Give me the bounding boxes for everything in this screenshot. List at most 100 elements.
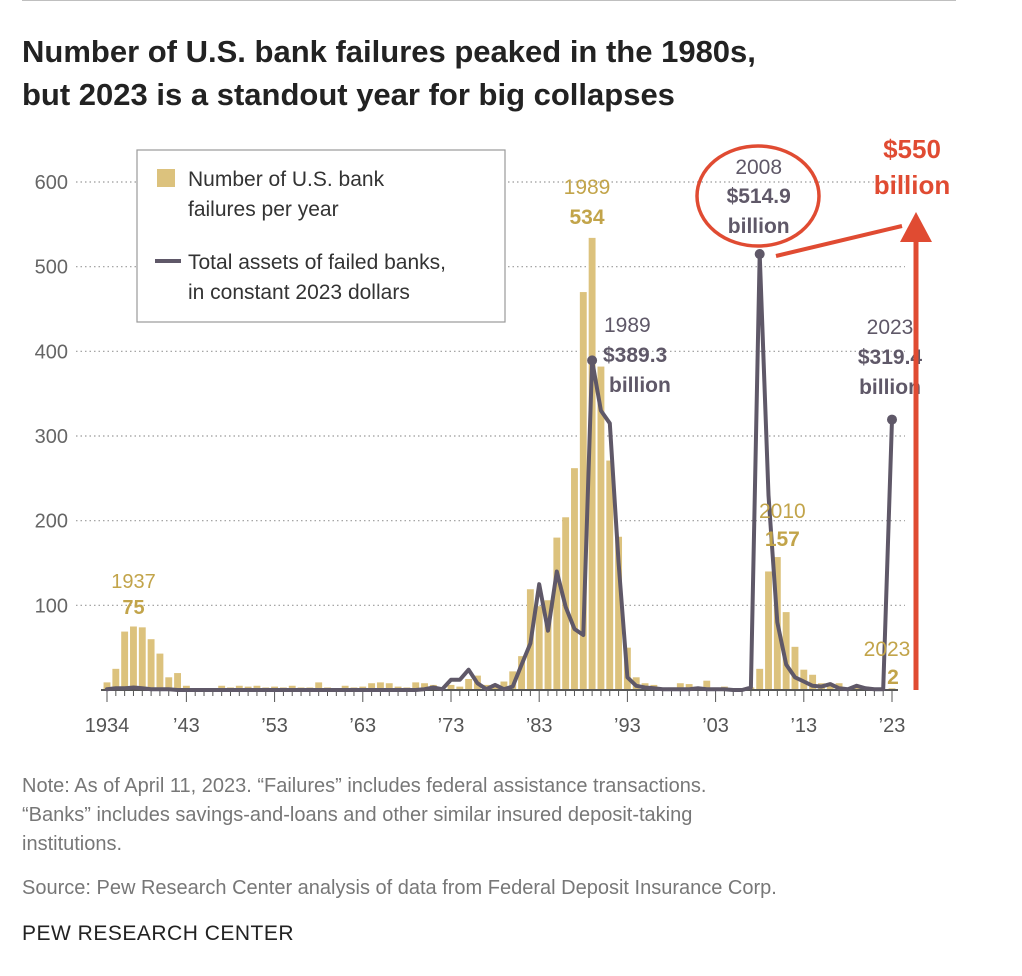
chart-title: Number of U.S. bank failures peaked in t… <box>22 30 982 116</box>
bar-1937 <box>130 626 137 690</box>
note-line-3: institutions. <box>22 833 123 855</box>
bar-1992 <box>615 536 623 690</box>
x-tick-label-1943: ’43 <box>173 715 200 737</box>
legend-bar-swatch <box>157 169 175 187</box>
chart-title-line-2: but 2023 is a standout year for big coll… <box>22 77 675 112</box>
bar-2000 <box>685 684 693 690</box>
bar-1940 <box>156 653 164 690</box>
line-point-1989 <box>587 355 598 366</box>
x-tick-label-1983: ’83 <box>526 715 553 737</box>
bank-failures-chart: 100 200 300 400 500 600 1934 ’43 ’53 ’63 ’73 ’83 ’9… <box>35 134 951 737</box>
label-2010-bar-year: 2010 <box>759 500 806 523</box>
callout-arrow-head <box>900 212 932 242</box>
label-1989-line-value: $389.3 <box>603 344 667 367</box>
bar-1988 <box>579 292 587 690</box>
bar-1991 <box>606 460 614 690</box>
x-tick-label-2003: ’03 <box>702 715 729 737</box>
x-tick-label-1934: 1934 <box>85 715 130 737</box>
bar-1999 <box>676 683 684 690</box>
label-1989-line-year: 1989 <box>604 314 651 337</box>
chart-note: Note: As of April 11, 2023. “Failures” i… <box>22 772 982 859</box>
label-1989-bar-year: 1989 <box>564 176 611 199</box>
bar-1985 <box>553 537 561 690</box>
legend-bar-label-2: failures per year <box>188 198 339 221</box>
bar-1955 <box>288 685 296 690</box>
bar-2011 <box>782 612 790 690</box>
bar-1983 <box>535 606 543 690</box>
legend-line-label-2: in constant 2023 dollars <box>188 281 410 304</box>
y-tick-label-100: 100 <box>35 595 68 617</box>
bar-1949 <box>235 685 243 690</box>
label-2023-line-value: $319.4 <box>858 346 923 369</box>
line-point-2023 <box>887 414 897 425</box>
chart-source: Source: Pew Research Center analysis of … <box>22 877 777 899</box>
label-1937-value: 75 <box>122 597 144 619</box>
org-name: PEW RESEARCH CENTER <box>22 922 295 945</box>
label-2023-line-year: 2023 <box>867 316 914 339</box>
y-tick-label-400: 400 <box>35 341 68 363</box>
callout-connector <box>775 224 903 258</box>
callout-circle <box>695 144 821 248</box>
bar-1938 <box>138 627 146 690</box>
bar-1941 <box>165 677 173 690</box>
bar-1958 <box>315 682 323 690</box>
bar-1934 <box>103 682 111 690</box>
legend-box <box>136 149 506 323</box>
bar-1964 <box>368 683 376 690</box>
y-tick-label-200: 200 <box>35 511 68 533</box>
bar-1951 <box>253 685 261 690</box>
bar-1961 <box>341 685 349 690</box>
bar-1990 <box>597 366 605 690</box>
bar-2012 <box>791 646 799 690</box>
bar-1939 <box>147 639 155 690</box>
bar-2008 <box>756 668 764 690</box>
legend-bar-label-1: Number of U.S. bank <box>188 168 385 191</box>
bar-2014 <box>809 674 817 690</box>
label-2008-line-year: 2008 <box>735 156 782 179</box>
label-2010-bar-value: 157 <box>765 528 800 551</box>
label-1989-bar-value: 534 <box>569 206 604 229</box>
legend: Number of U.S. bank failures per year Tota… <box>136 149 506 323</box>
bar-1974 <box>456 686 464 690</box>
bar-1975 <box>465 678 473 690</box>
x-tick-label-1973: ’73 <box>438 715 465 737</box>
label-1989-line-unit: billion <box>609 374 671 397</box>
callout-unit: billion <box>874 170 951 200</box>
bar-1981 <box>518 656 525 690</box>
label-2023-line-unit: billion <box>859 376 921 399</box>
bar-1942 <box>174 673 182 690</box>
top-rule <box>22 0 956 1</box>
line-point-2008 <box>754 249 765 260</box>
annotation-labels: 1937 75 1989 534 1989 $389.3 billion 2008 $514.9… <box>111 156 922 689</box>
bar-1965 <box>376 682 384 690</box>
bar-1984 <box>544 600 552 690</box>
x-tick-label-1963: ’63 <box>349 715 376 737</box>
bar-1947 <box>218 685 226 690</box>
chart-title-line-1: Number of U.S. bank failures peaked in t… <box>22 34 756 69</box>
bar-1966 <box>385 683 393 690</box>
bar-1973 <box>447 684 455 690</box>
line-total-assets <box>105 252 894 692</box>
label-2023-bar-year: 2023 <box>864 638 911 661</box>
label-2023-bar-value: 2 <box>887 666 899 689</box>
bar-2019 <box>853 686 861 690</box>
bar-2002 <box>703 680 711 690</box>
bar-1987 <box>571 468 578 690</box>
y-tick-label-500: 500 <box>35 257 68 279</box>
x-tick-label-1993: ’93 <box>614 715 641 737</box>
bar-1989 <box>588 237 596 690</box>
note-line-2: “Banks” includes savings-and-loans and o… <box>22 804 693 826</box>
bar-2009 <box>765 571 772 690</box>
x-tick-label-1953: ’53 <box>261 715 288 737</box>
bar-1969 <box>412 682 420 690</box>
label-2008-line-unit: billion <box>728 215 790 238</box>
callout-value: $550 <box>883 134 941 164</box>
bar-1970 <box>421 683 428 690</box>
label-2008-line-value: $514.9 <box>727 185 791 208</box>
y-tick-label-600: 600 <box>35 172 68 194</box>
label-1937-year: 1937 <box>111 571 156 593</box>
line-series <box>105 249 897 692</box>
callout: $550 billion <box>695 134 951 690</box>
legend-line-label-1: Total assets of failed banks, <box>188 251 446 274</box>
bar-1943 <box>182 685 190 690</box>
